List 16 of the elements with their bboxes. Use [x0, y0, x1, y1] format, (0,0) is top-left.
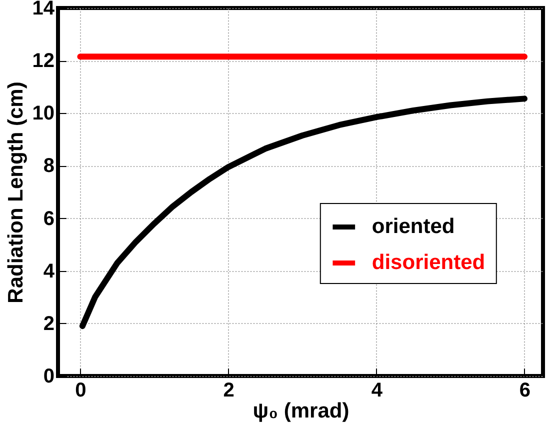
- y-tick-label: 2: [43, 312, 54, 335]
- x-tick-label: 2: [223, 380, 234, 402]
- x-tick-label: 0: [75, 380, 86, 402]
- x-tick-label: 4: [371, 380, 384, 402]
- y-axis-title: Radiation Length (cm): [4, 82, 28, 304]
- legend-label: disoriented: [372, 251, 486, 274]
- y-tick-label: 14: [32, 0, 56, 20]
- y-tick-label: 6: [43, 208, 54, 230]
- y-tick-label: 4: [43, 260, 56, 282]
- y-tick-label: 12: [32, 50, 54, 72]
- y-tick-label: 8: [43, 155, 54, 178]
- y-tick-label: 10: [32, 102, 54, 125]
- legend-label: oriented: [372, 215, 455, 238]
- x-axis-title: ψ₀ (mrad): [252, 400, 350, 422]
- x-tick-label: 6: [519, 380, 531, 402]
- y-tick-label: 0: [43, 366, 54, 388]
